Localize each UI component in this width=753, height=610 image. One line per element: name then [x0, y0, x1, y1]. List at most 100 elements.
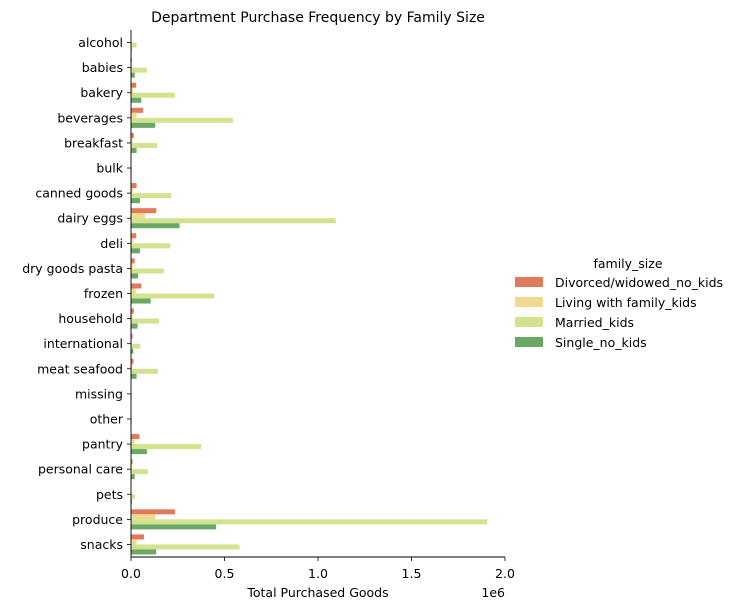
x-offset-text: 1e6 — [481, 585, 505, 600]
bar-canned-goods-4 — [131, 198, 140, 204]
bar-missing-3 — [131, 393, 132, 399]
bar-household-3 — [131, 318, 160, 324]
bar-household-1 — [131, 308, 134, 314]
bar-breakfast-4 — [131, 147, 137, 153]
y-tick-label: bakery — [80, 85, 123, 100]
bar-beverages-2 — [131, 112, 137, 118]
y-tick-label: household — [58, 311, 123, 326]
bar-international-1 — [131, 333, 133, 339]
y-tick-label: pantry — [82, 437, 124, 452]
bar-pets-4 — [131, 499, 132, 505]
bar-breakfast-3 — [131, 142, 158, 148]
bar-deli-1 — [131, 233, 137, 239]
bar-snacks-4 — [131, 549, 157, 555]
legend-swatch — [515, 317, 543, 327]
y-tick-label: meat seafood — [37, 361, 123, 376]
legend-swatch — [515, 297, 543, 307]
bar-meat-seafood-2 — [131, 363, 133, 369]
bar-frozen-4 — [131, 298, 151, 304]
y-tick-label: alcohol — [78, 35, 123, 50]
bar-beverages-1 — [131, 107, 144, 113]
bar-babies-1 — [131, 57, 132, 63]
bar-dry-goods-pasta-2 — [131, 263, 133, 269]
bar-produce-2 — [131, 514, 156, 520]
y-tick-label: bulk — [96, 161, 123, 176]
bar-produce-1 — [131, 509, 175, 515]
legend-swatch — [515, 277, 543, 287]
bar-pets-3 — [131, 494, 135, 500]
bar-bakery-1 — [131, 82, 137, 88]
bar-personal-care-1 — [131, 459, 133, 465]
bar-dairy-eggs-4 — [131, 223, 180, 229]
x-tick-label: 0.5 — [215, 566, 235, 581]
bar-dry-goods-pasta-3 — [131, 268, 164, 274]
bar-deli-3 — [131, 243, 171, 249]
x-axis-ticks: 0.0 0.5 1.0 1.5 2.0 — [121, 557, 515, 581]
y-tick-label: frozen — [84, 286, 123, 301]
y-tick-label: pets — [96, 487, 123, 502]
y-tick-label: dairy eggs — [57, 211, 123, 226]
bar-pantry-2 — [131, 439, 135, 445]
bar-deli-2 — [131, 238, 134, 244]
bar-deli-4 — [131, 248, 140, 254]
bar-canned-goods-2 — [131, 188, 134, 194]
bar-canned-goods-1 — [131, 183, 137, 189]
bar-canned-goods-3 — [131, 193, 172, 199]
y-tick-label: dry goods pasta — [22, 261, 123, 276]
bar-pantry-3 — [131, 444, 202, 450]
bar-dairy-eggs-3 — [131, 218, 336, 224]
y-tick-label: deli — [100, 236, 123, 251]
bar-personal-care-3 — [131, 469, 148, 475]
bar-snacks-3 — [131, 544, 240, 550]
x-tick-label: 1.0 — [308, 566, 328, 581]
bar-dry-goods-pasta-1 — [131, 258, 135, 264]
bar-household-4 — [131, 323, 138, 329]
bar-international-4 — [131, 348, 134, 354]
bar-meat-seafood-1 — [131, 358, 134, 364]
bar-dairy-eggs-2 — [131, 213, 146, 219]
bar-bakery-4 — [131, 97, 142, 103]
bar-meat-seafood-4 — [131, 373, 137, 379]
y-tick-label: personal care — [38, 462, 123, 477]
bar-meat-seafood-3 — [131, 368, 159, 374]
bar-beverages-4 — [131, 122, 156, 128]
y-tick-label: breakfast — [64, 135, 123, 150]
y-tick-label: canned goods — [35, 186, 123, 201]
bar-frozen-2 — [131, 288, 136, 294]
y-tick-label: babies — [82, 60, 123, 75]
y-tick-label: missing — [75, 386, 123, 401]
bar-babies-3 — [131, 67, 147, 73]
y-tick-label: snacks — [80, 537, 123, 552]
bar-household-2 — [131, 313, 133, 319]
bar-breakfast-2 — [131, 137, 133, 143]
y-tick-label: produce — [72, 512, 123, 527]
x-tick-label: 0.0 — [121, 566, 141, 581]
bar-snacks-2 — [131, 539, 137, 545]
bar-bakery-3 — [131, 92, 175, 98]
bar-bulk-3 — [131, 168, 132, 174]
x-axis-label: Total Purchased Goods — [246, 585, 388, 600]
bar-bakery-2 — [131, 87, 134, 93]
bar-pantry-4 — [131, 449, 147, 455]
x-tick-label: 2.0 — [495, 566, 515, 581]
legend-label: Divorced/widowed_no_kids — [555, 275, 723, 290]
bar-frozen-3 — [131, 293, 215, 299]
legend-title: family_size — [593, 256, 662, 271]
bar-dairy-eggs-1 — [131, 208, 157, 214]
legend: family_size Divorced/widowed_no_kids Livi… — [515, 256, 723, 350]
bar-produce-3 — [131, 519, 488, 525]
legend-swatch — [515, 337, 543, 347]
bar-pantry-1 — [131, 434, 140, 440]
bar-breakfast-1 — [131, 132, 134, 138]
y-tick-label: international — [43, 336, 123, 351]
legend-label: Single_no_kids — [555, 335, 647, 350]
bar-beverages-3 — [131, 117, 233, 123]
bar-international-3 — [131, 343, 141, 349]
bar-personal-care-4 — [131, 474, 135, 480]
y-tick-label: other — [90, 411, 124, 426]
bar-babies-4 — [131, 72, 135, 78]
bar-frozen-1 — [131, 283, 142, 289]
y-axis-ticks: alcohol babies bakery beverages breakfast bul… — [22, 35, 131, 552]
x-tick-label: 1.5 — [402, 566, 422, 581]
y-tick-label: beverages — [57, 110, 123, 125]
